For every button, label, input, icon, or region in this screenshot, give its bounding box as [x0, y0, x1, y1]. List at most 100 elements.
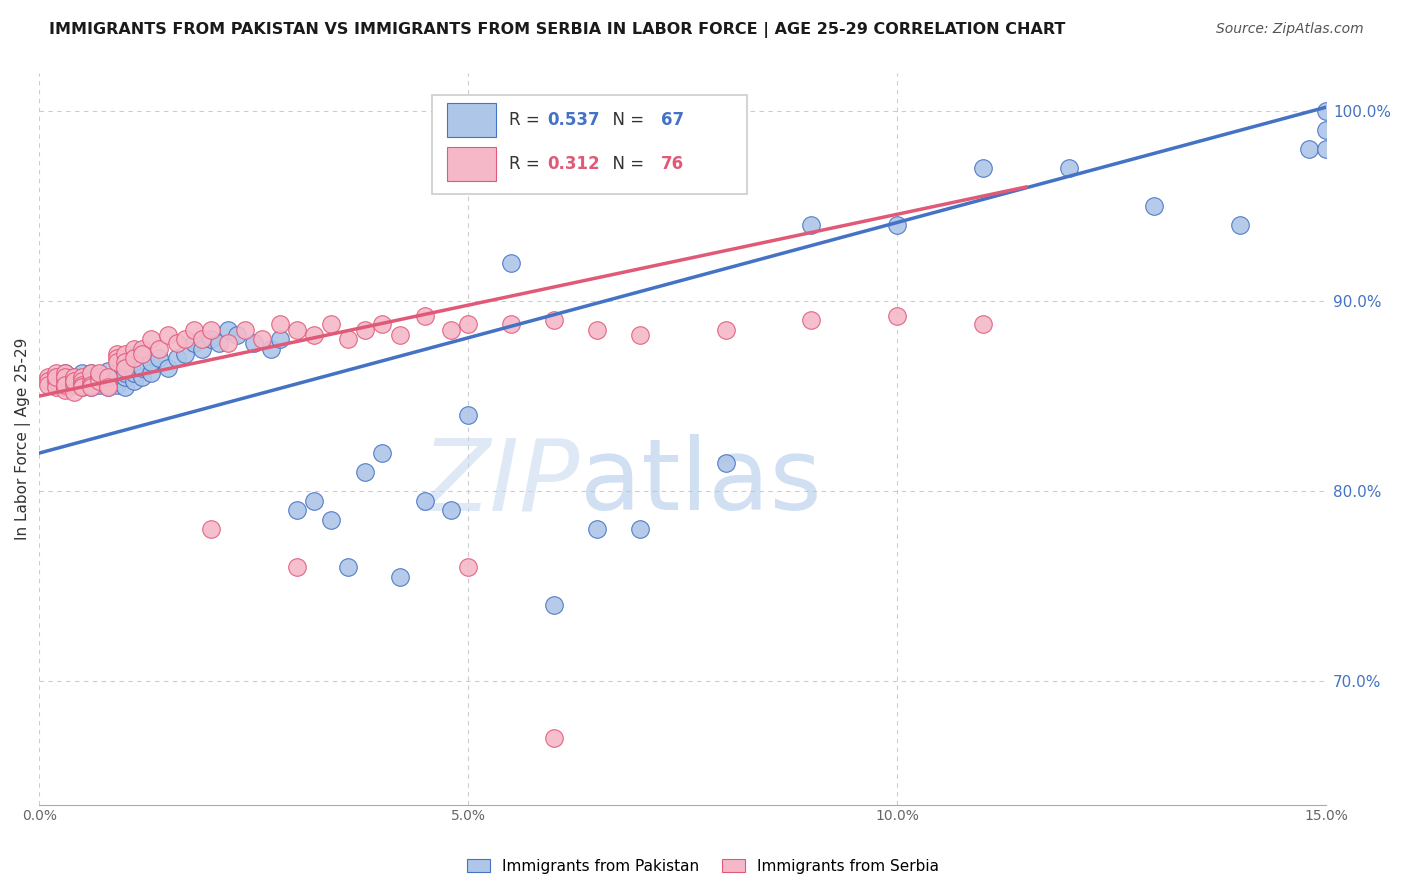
- Point: [319, 317, 342, 331]
- Point: [388, 569, 411, 583]
- Point: [371, 446, 394, 460]
- Point: [70, 370, 93, 384]
- Point: [53, 377, 76, 392]
- FancyBboxPatch shape: [432, 95, 747, 194]
- Point: [252, 332, 274, 346]
- Point: [200, 322, 222, 336]
- Point: [139, 332, 162, 346]
- Point: [714, 456, 737, 470]
- Point: [586, 522, 609, 536]
- Point: [131, 360, 153, 375]
- Point: [122, 351, 145, 365]
- Point: [457, 317, 479, 331]
- Text: R =: R =: [509, 154, 546, 173]
- Point: [457, 560, 479, 574]
- Point: [139, 355, 162, 369]
- Point: [105, 370, 128, 384]
- Point: [628, 522, 651, 536]
- Point: [440, 503, 463, 517]
- Point: [156, 328, 179, 343]
- Point: [148, 342, 170, 356]
- Point: [97, 370, 120, 384]
- Point: [105, 347, 128, 361]
- Point: [501, 256, 523, 270]
- Point: [80, 379, 103, 393]
- Point: [37, 374, 59, 388]
- Point: [45, 370, 67, 384]
- Text: N =: N =: [602, 154, 650, 173]
- Point: [70, 374, 93, 388]
- Point: [62, 377, 84, 392]
- Point: [166, 335, 188, 350]
- Point: [122, 374, 145, 388]
- Point: [105, 377, 128, 392]
- Point: [337, 560, 360, 574]
- Point: [80, 374, 103, 388]
- Point: [105, 374, 128, 388]
- Point: [972, 317, 994, 331]
- Point: [53, 366, 76, 380]
- Point: [191, 342, 214, 356]
- Point: [319, 512, 342, 526]
- Point: [972, 161, 994, 175]
- Point: [354, 465, 377, 479]
- Point: [457, 408, 479, 422]
- Point: [89, 370, 111, 384]
- Point: [1298, 142, 1320, 156]
- Text: 0.537: 0.537: [547, 111, 600, 128]
- Point: [285, 560, 308, 574]
- Point: [148, 351, 170, 365]
- Point: [354, 322, 377, 336]
- Point: [105, 351, 128, 365]
- Point: [53, 370, 76, 384]
- Point: [97, 370, 120, 384]
- Point: [80, 379, 103, 393]
- Point: [53, 379, 76, 393]
- Point: [183, 335, 205, 350]
- Point: [70, 379, 93, 393]
- Point: [62, 374, 84, 388]
- Point: [1315, 123, 1337, 137]
- Point: [97, 379, 120, 393]
- Point: [97, 364, 120, 378]
- Text: R =: R =: [509, 111, 546, 128]
- Point: [131, 370, 153, 384]
- Point: [89, 374, 111, 388]
- Point: [80, 377, 103, 392]
- Point: [208, 335, 231, 350]
- Text: 0.312: 0.312: [547, 154, 600, 173]
- Point: [800, 313, 823, 327]
- Point: [45, 374, 67, 388]
- Point: [37, 370, 59, 384]
- Point: [89, 374, 111, 388]
- Point: [337, 332, 360, 346]
- Point: [114, 366, 136, 380]
- Point: [105, 355, 128, 369]
- Point: [543, 598, 565, 612]
- Point: [89, 366, 111, 380]
- Point: [97, 377, 120, 392]
- Point: [628, 328, 651, 343]
- Point: [89, 370, 111, 384]
- Point: [174, 347, 197, 361]
- Text: atlas: atlas: [579, 434, 821, 532]
- Point: [886, 218, 908, 232]
- Point: [114, 355, 136, 369]
- Point: [1057, 161, 1080, 175]
- FancyBboxPatch shape: [447, 103, 496, 136]
- Point: [501, 317, 523, 331]
- Point: [53, 374, 76, 388]
- Point: [415, 493, 437, 508]
- Point: [89, 377, 111, 392]
- Text: 67: 67: [661, 111, 683, 128]
- Point: [80, 366, 103, 380]
- Point: [97, 379, 120, 393]
- Point: [200, 332, 222, 346]
- Point: [302, 493, 325, 508]
- Point: [217, 322, 239, 336]
- Point: [269, 332, 291, 346]
- Point: [886, 310, 908, 324]
- Point: [285, 503, 308, 517]
- Point: [62, 370, 84, 384]
- Point: [1315, 142, 1337, 156]
